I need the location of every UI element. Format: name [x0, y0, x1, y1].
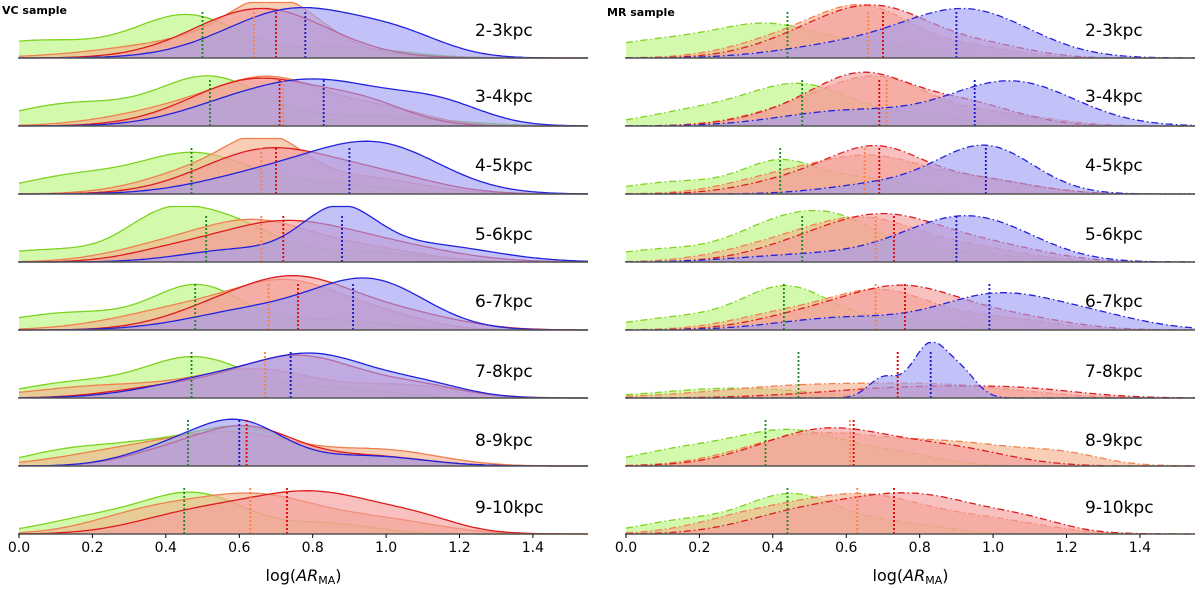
ridge-row: 8-9kpc [625, 418, 1196, 467]
blue-density-line [626, 80, 1196, 127]
blue-density-line [19, 205, 589, 263]
row-label: 9-10kpc [1085, 498, 1154, 518]
row-label: 5-6kpc [475, 225, 533, 245]
red-density-area [626, 427, 1195, 466]
panel-title: VC sample [2, 4, 67, 17]
ridge-row: 9-10kpc [625, 486, 1195, 535]
x-tick-label: 1.2 [1055, 540, 1077, 556]
x-tick-label: 1.4 [522, 540, 544, 556]
ridge-row: 2-3kpc [18, 1, 588, 59]
x-tick-label: 0.4 [155, 540, 177, 556]
blue-density-area [626, 145, 1195, 194]
red-density-area [626, 285, 1195, 330]
orange-density-line [625, 431, 1196, 467]
blue-density-area [19, 419, 588, 466]
red-density-line [626, 4, 1195, 59]
blue-density-line [19, 6, 588, 59]
blue-density-area [19, 206, 588, 262]
row-label: 6-7kpc [475, 292, 533, 312]
ridge-row: 3-4kpc [18, 75, 589, 127]
red-density-line [626, 492, 1195, 535]
row-label: 5-6kpc [1085, 225, 1143, 245]
blue-density-area [626, 80, 1195, 126]
ridge-row: 7-8kpc [18, 350, 589, 399]
row-label: 8-9kpc [1085, 431, 1143, 451]
mr-sample-panel: MR sample 2-3kpc 3-4kpc 4-5kpc 5-6kpc 6-7kpc… [607, 4, 1196, 587]
ridge-row: 7-8kpc [625, 341, 1195, 399]
red-density-line [626, 71, 1195, 127]
vc-sample-panel: VC sample 2-3kpc 3-4kpc 4-5kpc 5-6kpc 6-7kpc… [2, 1, 589, 587]
row-label: 2-3kpc [475, 21, 533, 41]
blue-density-line [19, 78, 589, 127]
blue-density-line [19, 418, 588, 467]
x-tick-label: 0.2 [81, 540, 103, 556]
x-tick-label: 0.2 [688, 540, 710, 556]
x-axis: 0.0 0.2 0.4 0.6 0.8 1.0 1.2 1.4 [8, 534, 544, 556]
blue-density-area [626, 342, 1195, 398]
ridge-row: 6-7kpc [625, 282, 1196, 331]
x-axis-title: log(ARMA) [873, 566, 949, 587]
blue-density-line [626, 144, 1195, 195]
red-density-area [626, 72, 1195, 126]
x-tick-label: 0.6 [835, 540, 857, 556]
blue-density-line [625, 292, 1196, 331]
x-tick-label: 1.2 [448, 540, 470, 556]
ridge-row: 6-7kpc [18, 275, 588, 331]
blue-density-area [19, 141, 588, 194]
row-label: 2-3kpc [1085, 21, 1143, 41]
ridge-row: 8-9kpc [18, 418, 588, 467]
red-density-line [626, 385, 1195, 399]
blue-density-line [19, 140, 588, 195]
blue-density-area [626, 215, 1195, 262]
blue-density-line [19, 277, 588, 331]
ridge-row: 4-5kpc [625, 144, 1195, 195]
x-tick-label: 1.0 [982, 540, 1004, 556]
blue-density-area [19, 278, 588, 330]
blue-density-line [19, 352, 588, 399]
blue-density-area [626, 8, 1195, 58]
red-density-area [626, 492, 1195, 534]
ridge-row: 9-10kpc [18, 486, 588, 535]
blue-density-area [626, 292, 1195, 330]
red-density-line [626, 144, 1195, 195]
x-tick-label: 1.4 [1129, 540, 1151, 556]
ridge-row: 4-5kpc [18, 137, 588, 195]
x-tick-label: 0.8 [909, 540, 931, 556]
red-density-area [19, 490, 588, 534]
x-axis: 0.0 0.2 0.4 0.6 0.8 1.0 1.2 1.4 [615, 534, 1151, 556]
x-tick-label: 0.8 [302, 540, 324, 556]
row-label: 4-5kpc [475, 156, 533, 176]
blue-density-line [626, 341, 1195, 399]
x-axis-title: log(ARMA) [266, 566, 342, 587]
row-label: 7-8kpc [475, 362, 533, 382]
ridge-row: 3-4kpc [625, 71, 1196, 127]
ridge-row: 5-6kpc [625, 209, 1195, 263]
row-label: 9-10kpc [475, 498, 544, 518]
x-tick-label: 0.4 [762, 540, 784, 556]
row-label: 7-8kpc [1085, 362, 1143, 382]
red-density-line [19, 490, 588, 535]
blue-density-area [19, 353, 588, 398]
x-tick-label: 0.0 [8, 540, 30, 556]
red-density-line [626, 212, 1195, 263]
x-tick-label: 0.6 [228, 540, 250, 556]
row-label: 3-4kpc [475, 87, 533, 107]
x-tick-label: 0.0 [615, 540, 637, 556]
blue-density-area [19, 78, 588, 126]
blue-density-area [19, 7, 588, 59]
ridge-row: 2-3kpc [625, 4, 1195, 59]
red-density-area [626, 145, 1195, 194]
row-label: 8-9kpc [475, 431, 533, 451]
row-label: 6-7kpc [1085, 292, 1143, 312]
row-label: 3-4kpc [1085, 87, 1143, 107]
x-tick-label: 1.0 [375, 540, 397, 556]
ridge-row: 5-6kpc [18, 205, 589, 263]
panel-title: MR sample [607, 6, 675, 19]
row-label: 4-5kpc [1085, 156, 1143, 176]
